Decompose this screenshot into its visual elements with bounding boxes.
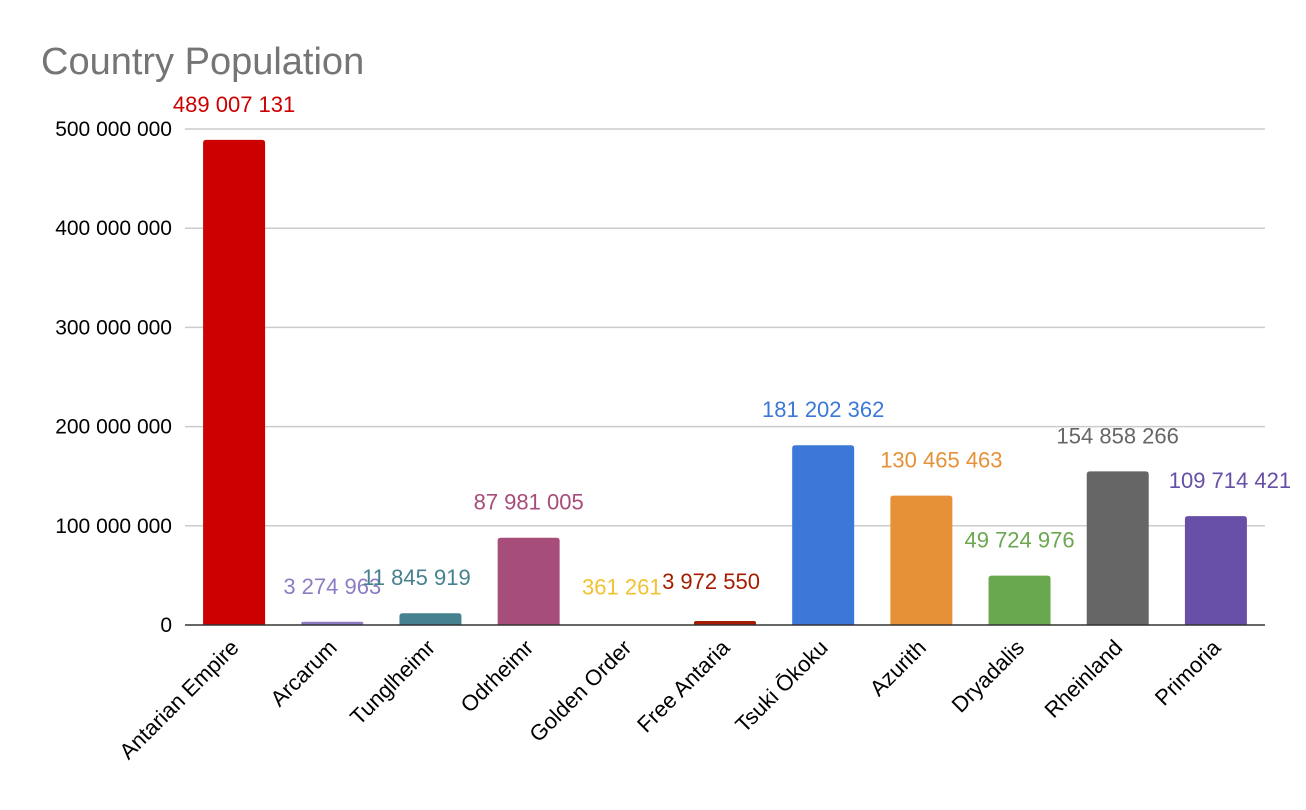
y-axis-ticks: 0 100 000 000 200 000 000 300 000 000 400 00… bbox=[55, 118, 172, 637]
data-label: 130 465 463 bbox=[880, 448, 1002, 473]
x-tick-label: Tunglheimr bbox=[345, 635, 440, 730]
bar bbox=[497, 537, 560, 625]
bar bbox=[792, 445, 855, 625]
y-tick-label: 500 000 000 bbox=[55, 118, 172, 141]
x-tick-label: Azurith bbox=[865, 635, 931, 701]
bar bbox=[694, 621, 756, 625]
data-label: 3 972 550 bbox=[662, 569, 760, 594]
data-label: 361 261 bbox=[582, 575, 662, 600]
bar bbox=[1086, 471, 1149, 625]
x-axis-ticks: Antarian Empire Arcarum Tunglheimr Odrheimr… bbox=[114, 634, 1226, 764]
x-tick-label: Rheinland bbox=[1040, 635, 1128, 723]
data-label: 181 202 362 bbox=[762, 397, 884, 422]
x-tick-label: Tsuki Ōkoku bbox=[730, 635, 832, 737]
bar bbox=[988, 575, 1051, 625]
y-tick-label: 300 000 000 bbox=[55, 316, 172, 339]
x-tick-label: Arcarum bbox=[265, 635, 341, 711]
bars bbox=[203, 139, 1247, 626]
data-label: 154 858 266 bbox=[1057, 423, 1179, 448]
bar bbox=[1184, 516, 1247, 625]
data-label: 489 007 131 bbox=[173, 92, 295, 117]
x-tick-label: Golden Order bbox=[524, 635, 636, 747]
data-label: 87 981 005 bbox=[474, 490, 584, 515]
gridlines bbox=[185, 128, 1265, 527]
y-tick-label: 0 bbox=[160, 614, 172, 637]
data-label: 11 845 919 bbox=[362, 565, 470, 590]
data-label: 49 724 976 bbox=[964, 528, 1074, 553]
bar bbox=[203, 139, 266, 626]
y-tick-label: 400 000 000 bbox=[55, 217, 172, 240]
bar bbox=[301, 621, 364, 625]
data-label: 109 714 421 bbox=[1169, 468, 1291, 493]
y-tick-label: 100 000 000 bbox=[55, 515, 172, 538]
x-tick-label: Antarian Empire bbox=[114, 635, 243, 764]
data-label: 3 274 963 bbox=[283, 574, 381, 599]
y-tick-label: 200 000 000 bbox=[55, 416, 172, 439]
x-tick-label: Primoria bbox=[1150, 634, 1226, 710]
x-tick-label: Dryadalis bbox=[947, 635, 1030, 718]
bar bbox=[399, 613, 462, 625]
x-tick-label: Free Antaria bbox=[632, 634, 735, 737]
chart-title: Country Population bbox=[41, 41, 365, 83]
x-tick-label: Odrheimr bbox=[456, 635, 539, 718]
bar bbox=[890, 495, 953, 625]
